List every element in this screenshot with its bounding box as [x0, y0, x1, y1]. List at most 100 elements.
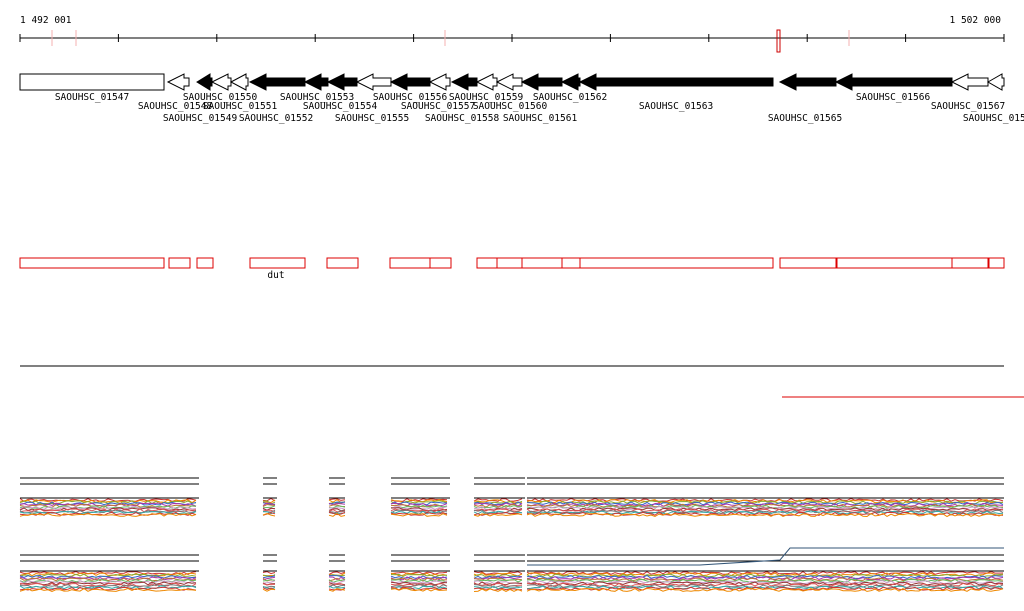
signal-line	[19, 513, 197, 517]
gene-label: SAOUHSC_01559	[449, 92, 524, 103]
signal-line	[390, 575, 448, 579]
gene-arrow	[560, 73, 581, 91]
signal-line	[19, 502, 197, 507]
signal-line	[473, 499, 523, 504]
signal-line	[262, 580, 276, 584]
signal-line	[390, 500, 448, 505]
gene-label: SAOUHSC_01554	[303, 101, 378, 112]
signal-line	[262, 500, 276, 505]
signal-line	[262, 575, 276, 579]
feature-box	[579, 257, 774, 269]
signal-line	[262, 505, 276, 509]
signal-line	[328, 507, 346, 510]
gene-arrow	[303, 73, 329, 91]
signal-line	[526, 570, 1004, 576]
gene-label: SAOUHSC_01547	[55, 92, 129, 103]
signal-line	[19, 498, 197, 502]
signal-line	[328, 512, 346, 517]
signal-line	[328, 585, 346, 589]
gene-label: SAOUHSC_01560	[473, 101, 548, 112]
signal-line	[262, 588, 276, 592]
feature-box	[496, 257, 523, 269]
signal-line	[328, 584, 346, 588]
signal-line	[390, 588, 448, 592]
signal-line	[19, 586, 197, 591]
signal-line	[473, 508, 523, 512]
gene-arrow	[475, 73, 498, 91]
gene-box	[19, 73, 165, 91]
signal-line	[328, 498, 346, 501]
gene-label: SAOUHSC_01557	[401, 101, 475, 112]
gene-label: SAOUHSC_01566	[856, 92, 931, 103]
gene-arrow	[355, 73, 392, 91]
gene-arrow	[326, 73, 358, 91]
signal-line	[526, 507, 1004, 512]
signal-line	[328, 579, 346, 583]
signal-line	[262, 507, 276, 511]
signal-line	[526, 582, 1004, 587]
signal-line	[328, 588, 346, 592]
signal-line	[473, 584, 523, 589]
signal-line	[390, 584, 448, 588]
gene-label: SAOUHSC_01556	[373, 92, 448, 103]
gene-label: SAOUHSC_01551	[203, 101, 278, 112]
gene-arrow	[166, 73, 190, 91]
signal-line	[328, 510, 346, 514]
signal-line	[19, 582, 197, 587]
signal-line	[262, 571, 276, 575]
gene-label: SAOUHSC_01550	[183, 92, 258, 103]
signal-line	[526, 578, 1004, 583]
feature-label: dut	[267, 270, 284, 281]
signal-line	[526, 504, 1004, 509]
signal-line	[262, 503, 276, 507]
feature-box	[249, 257, 306, 269]
feature-box	[561, 257, 581, 269]
signal-line	[328, 583, 346, 587]
gene-arrow	[834, 73, 953, 91]
gene-arrow	[495, 73, 523, 91]
gene-arrow	[428, 73, 451, 91]
signal-line	[473, 574, 523, 578]
feature-box	[326, 257, 359, 269]
signal-line	[390, 573, 448, 578]
signal-line	[390, 506, 448, 510]
gene-arrow	[450, 73, 478, 91]
gene-arrow	[248, 73, 306, 91]
signal-line	[262, 502, 276, 506]
gene-arrow	[986, 73, 1005, 91]
gene-label: SAOUHSC_01558	[425, 113, 500, 124]
feature-box	[389, 257, 431, 269]
signal-line	[390, 577, 448, 582]
gene-label: SAOUHSC_01563	[639, 101, 713, 112]
signal-line	[390, 571, 448, 575]
feature-box	[476, 257, 498, 269]
signal-line	[262, 578, 276, 582]
signal-line	[526, 509, 1004, 514]
signal-line	[526, 587, 1004, 592]
gene-label: SAOUHSC_01555	[335, 113, 409, 124]
gene-label: SAOUHSC_01561	[503, 113, 578, 124]
gene-arrow	[196, 73, 213, 91]
gene-label: SAOUHSC_01549	[163, 113, 238, 124]
signal-line	[328, 571, 346, 575]
signal-line	[262, 583, 276, 586]
signal-line	[473, 502, 523, 507]
feature-box	[779, 257, 837, 269]
signal-line	[473, 511, 523, 516]
signal-line	[473, 513, 523, 517]
signal-line	[328, 511, 346, 516]
gene-arrow	[950, 73, 989, 91]
signal-line	[19, 506, 197, 510]
signal-line	[19, 501, 197, 506]
gene-label: SAOUHSC_01567	[931, 101, 1005, 112]
feature-box	[951, 257, 989, 269]
signal-line	[473, 585, 523, 590]
signal-line	[526, 510, 1004, 515]
feature-box	[429, 257, 452, 269]
gene-label: SAOUHSC_01548	[138, 101, 213, 112]
gene-arrow	[578, 73, 774, 91]
signal-line	[526, 586, 1004, 591]
signal-line	[526, 573, 1004, 578]
signal-line	[527, 547, 1004, 566]
